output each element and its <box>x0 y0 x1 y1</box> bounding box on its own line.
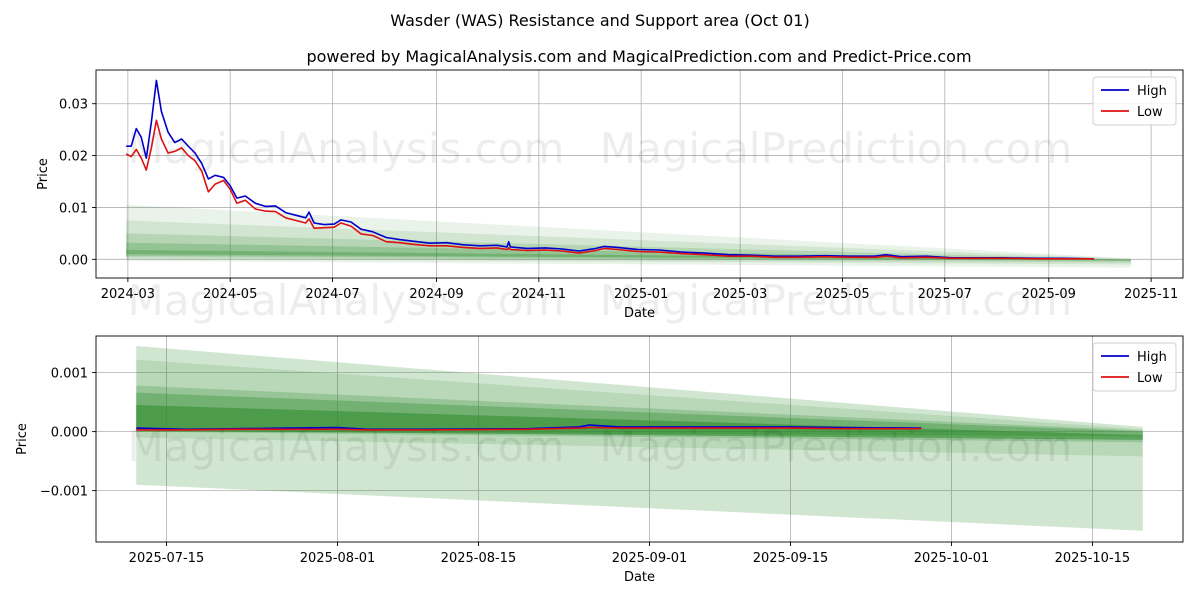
y-tick-label: 0.001 <box>51 367 88 382</box>
x-tick-label: 2025-10-15 <box>1055 551 1131 566</box>
band-layer <box>126 249 1131 261</box>
y-axis: −0.001 0.000 0.001 <box>40 367 96 500</box>
plot-frame <box>95 335 1184 543</box>
legend-box <box>1092 76 1177 126</box>
x-axis: 2024-03 2024-05 2024-07 2024-09 2024-11 2025-… <box>101 278 1178 302</box>
y-tick-label: 0.02 <box>59 150 88 165</box>
x-tick-label: 2025-07 <box>918 287 972 302</box>
x-tick-label: 2025-01 <box>614 287 668 302</box>
x-tick-label: 2025-08-15 <box>441 551 517 566</box>
x-tick-label: 2024-05 <box>203 287 257 302</box>
legend-label-low: Low <box>1137 105 1163 120</box>
low-series-line <box>125 119 1095 260</box>
legend-box <box>1092 342 1177 392</box>
watermark-text: MagicalPrediction.com <box>600 276 1073 325</box>
y-axis-label: Price <box>15 423 30 455</box>
low-series-line <box>136 426 922 431</box>
watermark-text: MagicalPrediction.com <box>600 124 1073 173</box>
y-axis: 0.00 0.01 0.02 0.03 <box>59 98 96 268</box>
legend: High Low <box>1092 342 1177 392</box>
x-tick-label: 2025-09-01 <box>612 551 688 566</box>
lower-chart-panel: MagicalAnalysis.com MagicalPrediction.com… <box>15 335 1184 585</box>
x-tick-label: 2025-09-15 <box>753 551 829 566</box>
y-tick-label: 0.03 <box>59 98 88 113</box>
y-axis-label: Price <box>36 158 51 190</box>
x-tick-label: 2025-09 <box>1022 287 1076 302</box>
legend-label-high: High <box>1137 84 1167 99</box>
x-tick-label: 2025-11 <box>1124 287 1178 302</box>
y-tick-label: −0.001 <box>40 485 88 500</box>
x-tick-label: 2025-03 <box>713 287 767 302</box>
high-series-line <box>126 79 1095 260</box>
upper-chart-panel: MagicalAnalysis.com MagicalPrediction.com… <box>36 69 1184 325</box>
x-axis-label: Date <box>624 570 655 585</box>
y-tick-label: 0.00 <box>59 253 88 268</box>
band-layer <box>136 346 1143 531</box>
x-axis: 2025-07-15 2025-08-01 2025-08-15 2025-09-01… <box>129 542 1131 566</box>
watermark-text: MagicalAnalysis.com <box>128 124 565 173</box>
series-lines <box>125 79 1095 260</box>
x-tick-label: 2025-07-15 <box>129 551 205 566</box>
x-tick-label: 2024-03 <box>101 287 155 302</box>
x-tick-label: 2025-08-01 <box>300 551 376 566</box>
y-tick-label: 0.01 <box>59 201 88 216</box>
legend-label-low: Low <box>1137 371 1163 386</box>
chart-subtitle: powered by MagicalAnalysis.com and Magic… <box>306 47 971 66</box>
plot-frame <box>95 69 1184 279</box>
x-tick-label: 2024-11 <box>512 287 566 302</box>
band-layer <box>136 405 1143 440</box>
legend: High Low <box>1092 76 1177 126</box>
watermark-text: MagicalAnalysis.com <box>128 276 565 325</box>
y-tick-label: 0.000 <box>51 426 88 441</box>
x-tick-label: 2025-10-01 <box>914 551 990 566</box>
band-layer <box>126 220 1131 265</box>
legend-label-high: High <box>1137 350 1167 365</box>
x-axis-label: Date <box>624 306 655 321</box>
series-lines <box>136 424 922 431</box>
x-tick-label: 2025-05 <box>815 287 869 302</box>
watermark-text: MagicalPrediction.com <box>600 422 1073 471</box>
band-layer <box>126 204 1131 268</box>
chart-title: Wasder (WAS) Resistance and Support area… <box>390 11 809 30</box>
x-tick-label: 2024-07 <box>305 287 359 302</box>
x-tick-label: 2024-09 <box>409 287 463 302</box>
